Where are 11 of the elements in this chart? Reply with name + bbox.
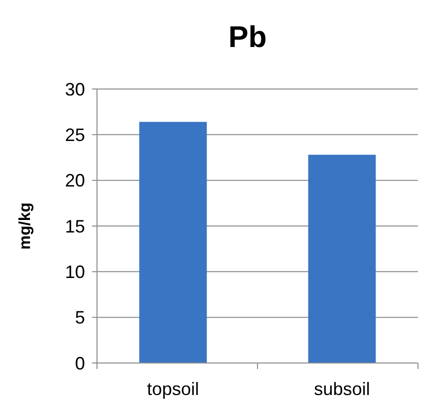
y-axis-title: mg/kg <box>17 202 34 250</box>
y-tick-label: 5 <box>74 308 85 328</box>
x-tick-label: topsoil <box>147 379 200 399</box>
x-tick-label: subsoil <box>314 379 370 399</box>
y-tick-label: 20 <box>64 170 85 191</box>
y-tick-label: 0 <box>74 353 85 374</box>
y-tick-label: 30 <box>64 79 85 100</box>
chart-title: Pb <box>228 21 267 54</box>
y-tick-label: 25 <box>64 124 85 145</box>
y-tick-label: 15 <box>64 216 85 236</box>
y-tick-label: 10 <box>64 262 85 282</box>
